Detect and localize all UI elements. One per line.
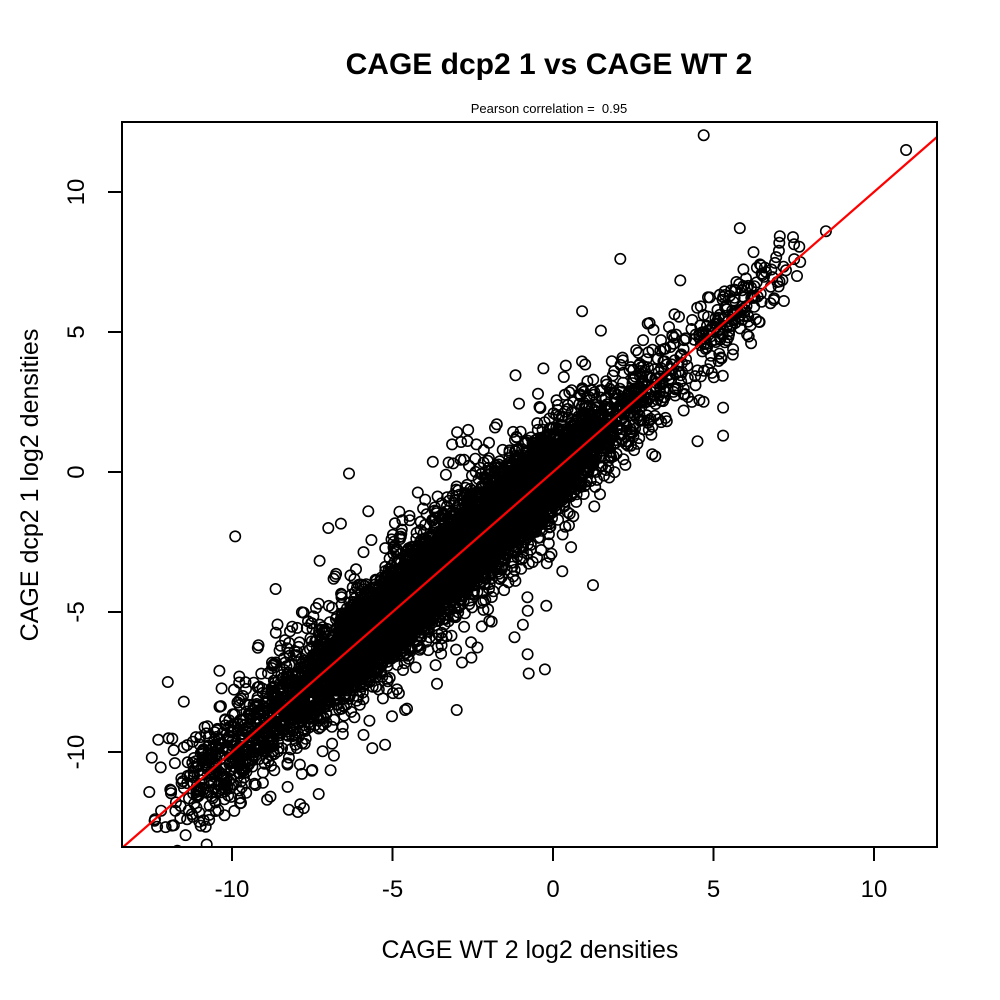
data-point	[649, 450, 662, 463]
data-point	[556, 528, 569, 541]
data-point	[282, 751, 295, 764]
data-point	[658, 355, 671, 368]
data-point	[619, 437, 632, 450]
data-point	[672, 310, 685, 323]
scatter-points	[143, 129, 913, 847]
data-point	[579, 358, 592, 371]
data-point	[615, 413, 628, 426]
data-point	[602, 461, 615, 474]
data-point	[648, 409, 661, 422]
data-point	[652, 413, 665, 426]
data-point	[531, 417, 544, 430]
data-point	[323, 616, 336, 629]
data-point	[669, 383, 682, 396]
page-title: CAGE dcp2 1 vs CAGE WT 2	[346, 48, 753, 81]
data-point	[587, 373, 600, 386]
data-point	[248, 777, 261, 790]
data-point	[664, 340, 677, 353]
data-point	[379, 542, 392, 555]
data-point	[689, 370, 702, 383]
data-point	[691, 301, 704, 314]
plot-data-region	[122, 129, 937, 847]
data-point	[469, 465, 482, 478]
data-point	[465, 601, 478, 614]
data-point	[660, 415, 673, 428]
data-point	[733, 222, 746, 235]
data-point	[326, 737, 339, 750]
data-point	[613, 428, 626, 441]
data-point	[372, 683, 385, 696]
data-point	[697, 395, 710, 408]
data-point	[240, 682, 253, 695]
plot-subtitle-correlation: Pearson correlation = 0.95	[471, 101, 627, 116]
data-point	[671, 381, 684, 394]
data-point	[496, 443, 509, 456]
